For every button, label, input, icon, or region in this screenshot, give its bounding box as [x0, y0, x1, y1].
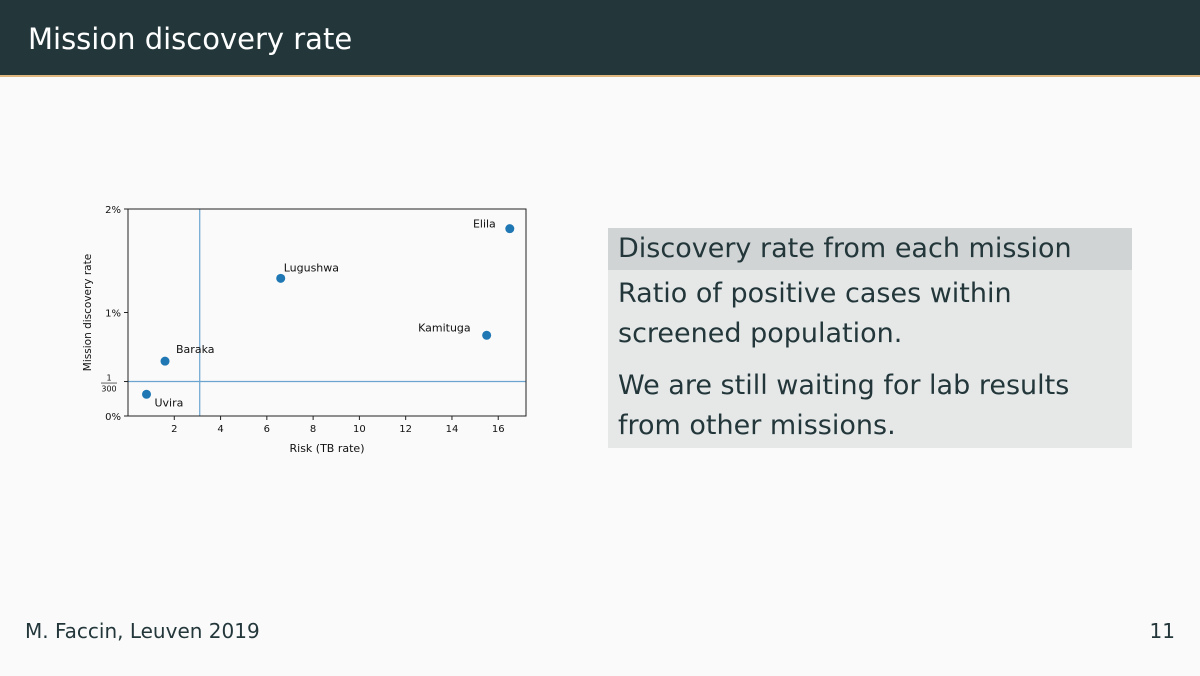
page-title: Mission discovery rate [28, 22, 353, 56]
scatter-chart: 2 4 6 8 10 12 14 16 0% 1% 2% 1 300 Risk (TB rate) Miss… [75, 195, 545, 470]
block-body: Ratio of positive cases within screened … [608, 270, 1132, 448]
y-tick-fraction-denominator: 300 [101, 385, 116, 394]
chart-svg: 2 4 6 8 10 12 14 16 0% 1% 2% 1 300 Risk (TB rate) Miss… [82, 205, 527, 455]
header-bar: Mission discovery rate [0, 0, 1200, 77]
block-paragraph-ratio: Ratio of positive cases within screened … [618, 278, 1012, 349]
x-tick-label-10: 10 [353, 424, 366, 435]
block-title: Discovery rate from each mission [608, 228, 1132, 270]
x-axis-label: Risk (TB rate) [290, 442, 365, 455]
point-label-uvira: Uvira [155, 396, 184, 409]
x-tick-label-6: 6 [264, 424, 270, 435]
y-tick-label-2: 2% [105, 205, 121, 216]
point-label-lugushwa: Lugushwa [284, 261, 339, 274]
point-lugushwa [276, 273, 286, 283]
x-tick-label-12: 12 [399, 424, 412, 435]
point-label-kamituga: Kamituga [418, 321, 471, 334]
y-tick-fraction-numerator: 1 [106, 374, 111, 383]
y-axis-label: Mission discovery rate [82, 254, 94, 371]
footer-author: M. Faccin, Leuven 2019 [25, 619, 260, 643]
point-baraka [160, 356, 170, 366]
block-paragraph-waiting: We are still waiting for lab results fro… [618, 370, 1070, 441]
x-tick-label-14: 14 [446, 424, 459, 435]
point-uvira [142, 389, 152, 399]
point-label-elila: Elila [473, 218, 496, 231]
point-kamituga [482, 330, 492, 340]
x-tick-label-16: 16 [492, 424, 505, 435]
y-tick-label-1: 1% [105, 309, 121, 320]
page-number: 11 [1149, 619, 1175, 643]
point-label-baraka: Baraka [176, 343, 214, 356]
x-tick-label-2: 2 [171, 424, 177, 435]
y-tick-label-0: 0% [105, 412, 121, 423]
discovery-rate-block: Discovery rate from each mission Ratio o… [608, 228, 1132, 448]
plot-frame [127, 208, 527, 417]
point-elila [505, 224, 515, 234]
x-tick-label-4: 4 [217, 424, 223, 435]
x-tick-label-8: 8 [310, 424, 316, 435]
